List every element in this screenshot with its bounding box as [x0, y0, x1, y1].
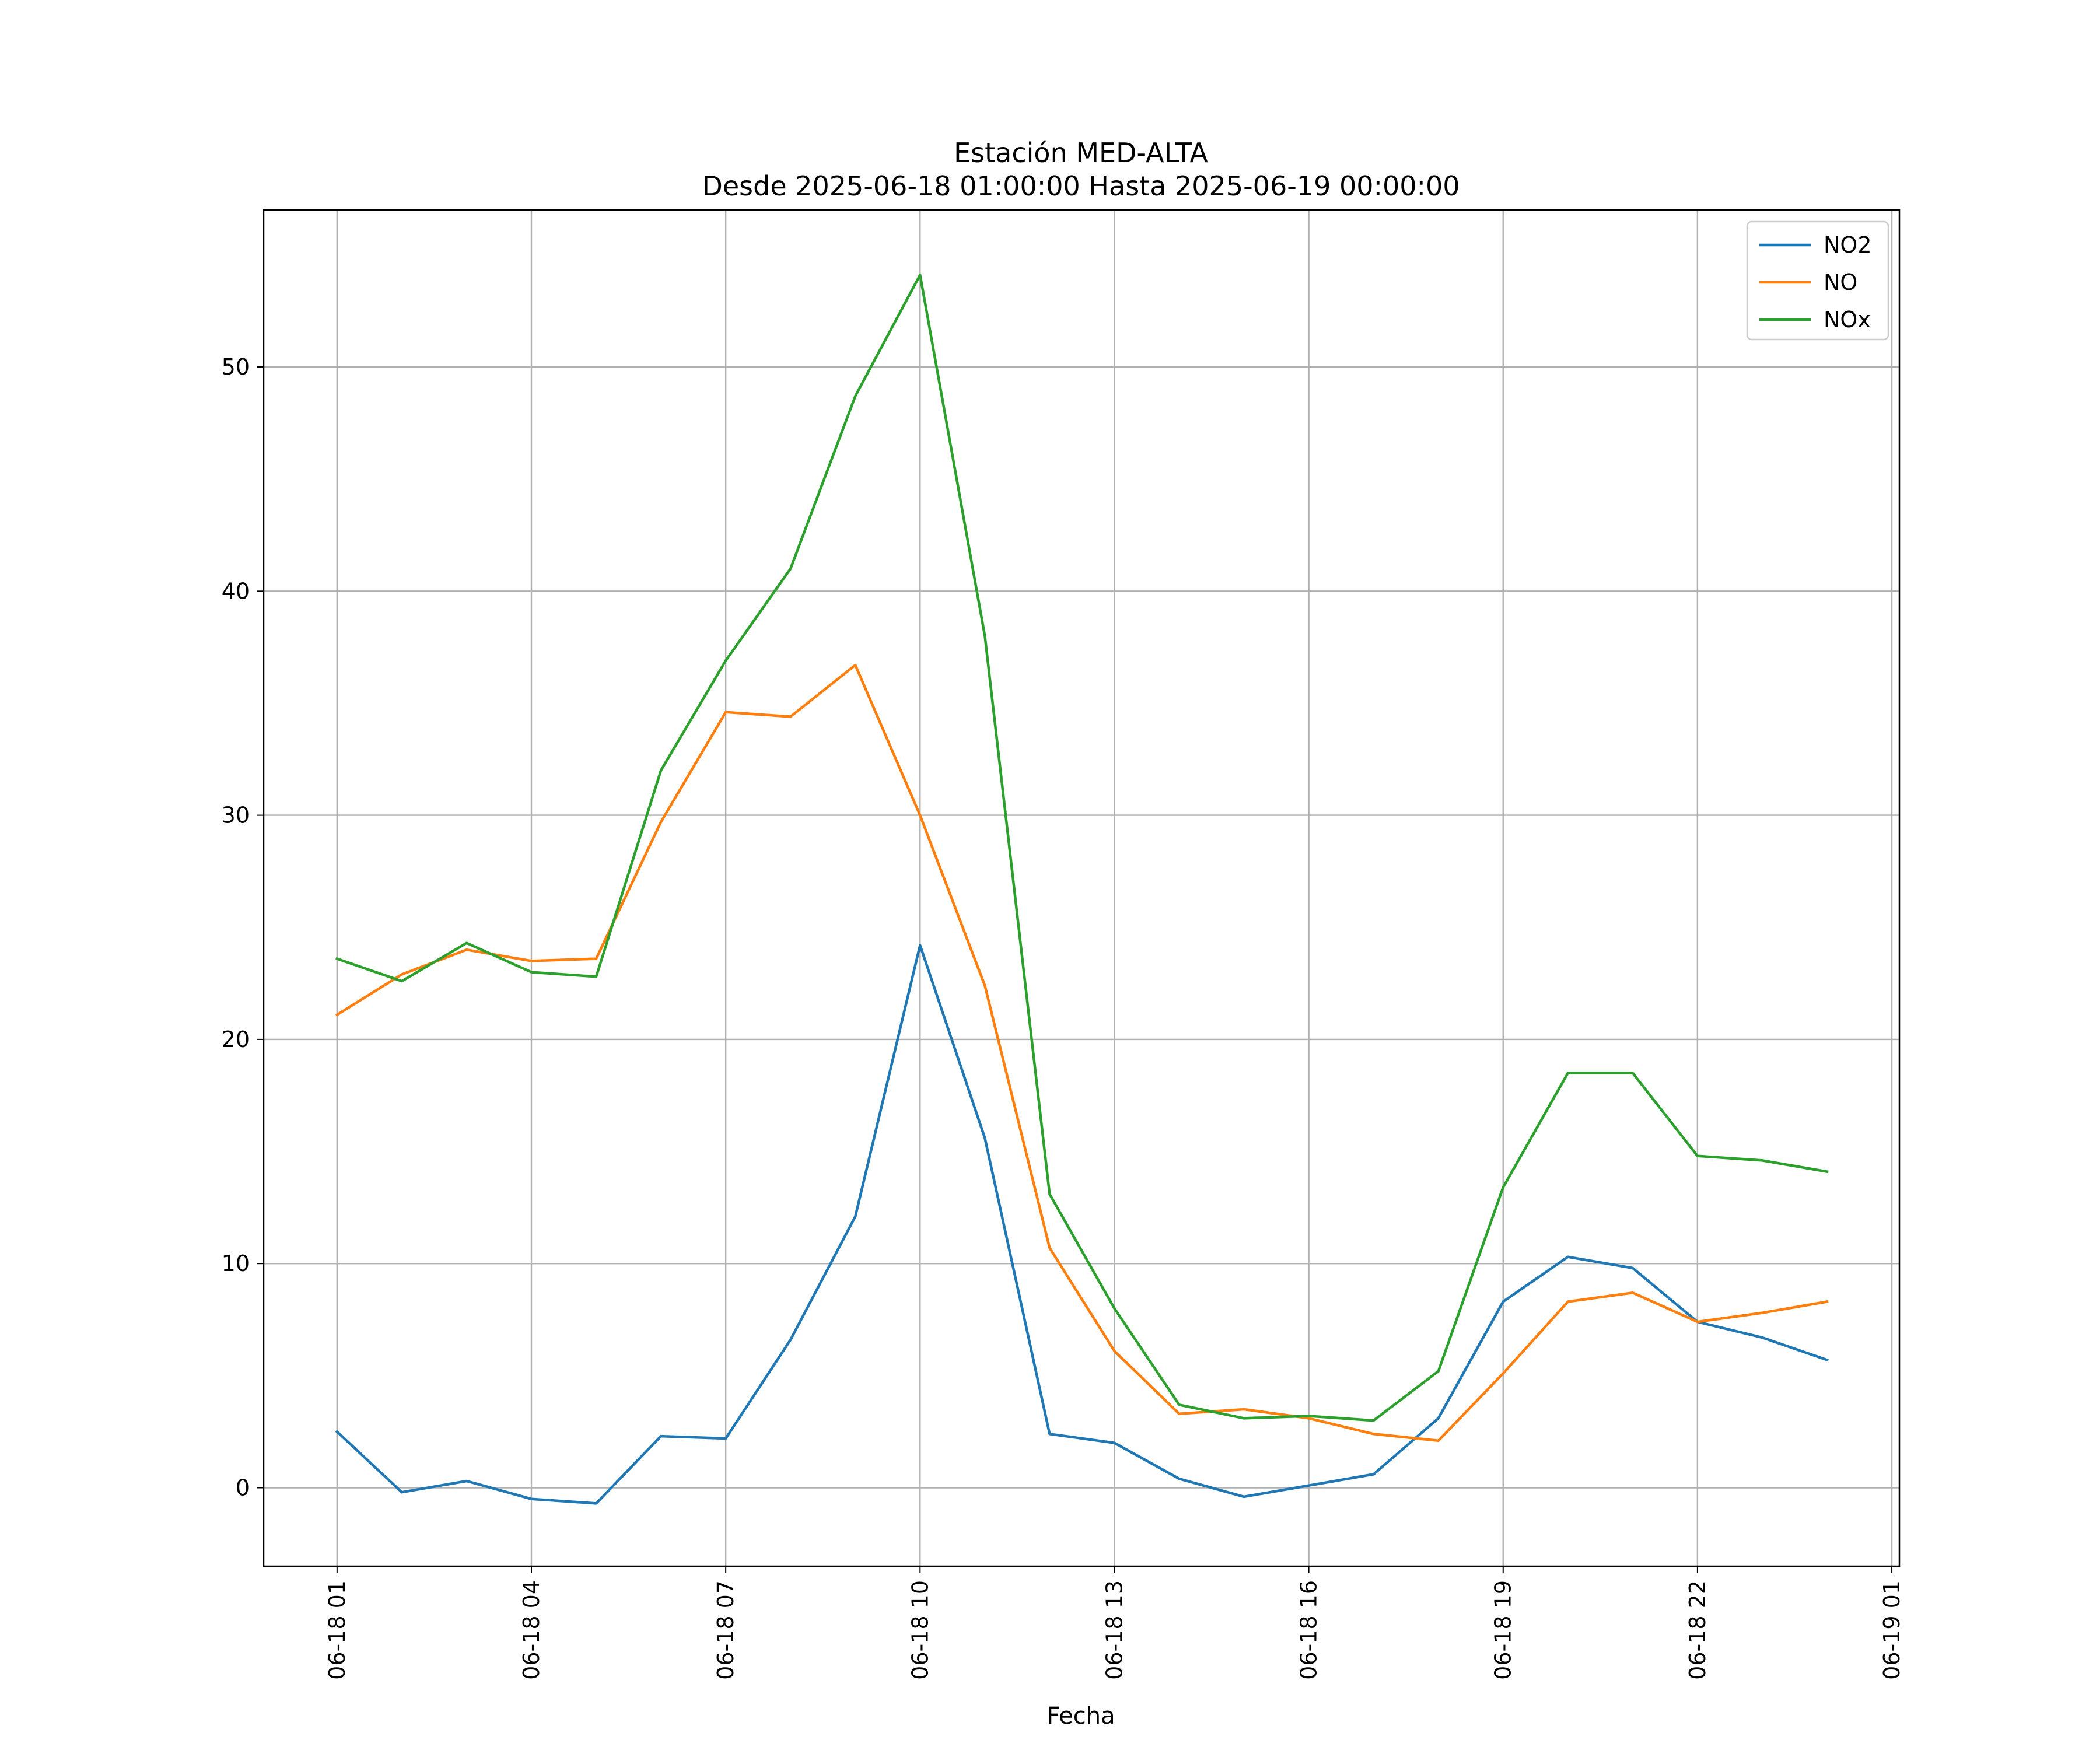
chart-subtitle: Desde 2025-06-18 01:00:00 Hasta 2025-06-… — [702, 170, 1460, 202]
series-line-no — [335, 663, 1829, 1443]
x-tick-label: 06-18 19 — [1490, 1580, 1516, 1680]
x-tick-label: 06-18 10 — [907, 1580, 933, 1680]
y-tick-label: 30 — [222, 803, 250, 828]
grid-lines — [264, 210, 1899, 1566]
legend-frame — [1746, 220, 1889, 341]
legend-items: NO2 NO NOx — [1759, 232, 1872, 332]
legend-label-no2: NO2 — [1824, 232, 1872, 258]
y-axis: 0 10 20 30 40 50 — [222, 354, 264, 1500]
legend: NO2 NO NOx — [1746, 220, 1889, 341]
y-tick-label: 10 — [222, 1251, 250, 1276]
x-tick-label: 06-18 16 — [1296, 1580, 1322, 1680]
x-axis: 06-18 01 06-18 04 06-18 07 06-18 10 06-18 13… — [324, 1566, 1905, 1680]
y-tick-label: 40 — [222, 578, 250, 604]
data-series — [335, 274, 1829, 1505]
x-tick-label: 06-18 01 — [324, 1580, 350, 1680]
chart-title: Estación MED-ALTA — [954, 137, 1208, 169]
x-tick-label: 06-18 07 — [713, 1580, 738, 1680]
x-tick-label: 06-19 01 — [1879, 1580, 1905, 1680]
x-tick-label: 06-18 22 — [1685, 1580, 1710, 1680]
plot-frame — [262, 209, 1901, 1567]
legend-label-no: NO — [1824, 270, 1857, 295]
y-tick-label: 20 — [222, 1027, 250, 1052]
y-tick-label: 0 — [236, 1475, 250, 1500]
plot-area — [264, 210, 1899, 1566]
x-tick-label: 06-18 04 — [519, 1580, 544, 1680]
x-tick-label: 06-18 13 — [1101, 1580, 1127, 1680]
series-line-nox — [335, 274, 1829, 1422]
x-axis-label: Fecha — [1046, 1703, 1115, 1730]
y-tick-label: 50 — [222, 354, 250, 380]
legend-label-nox: NOx — [1824, 307, 1871, 332]
series-line-no2 — [335, 944, 1829, 1505]
